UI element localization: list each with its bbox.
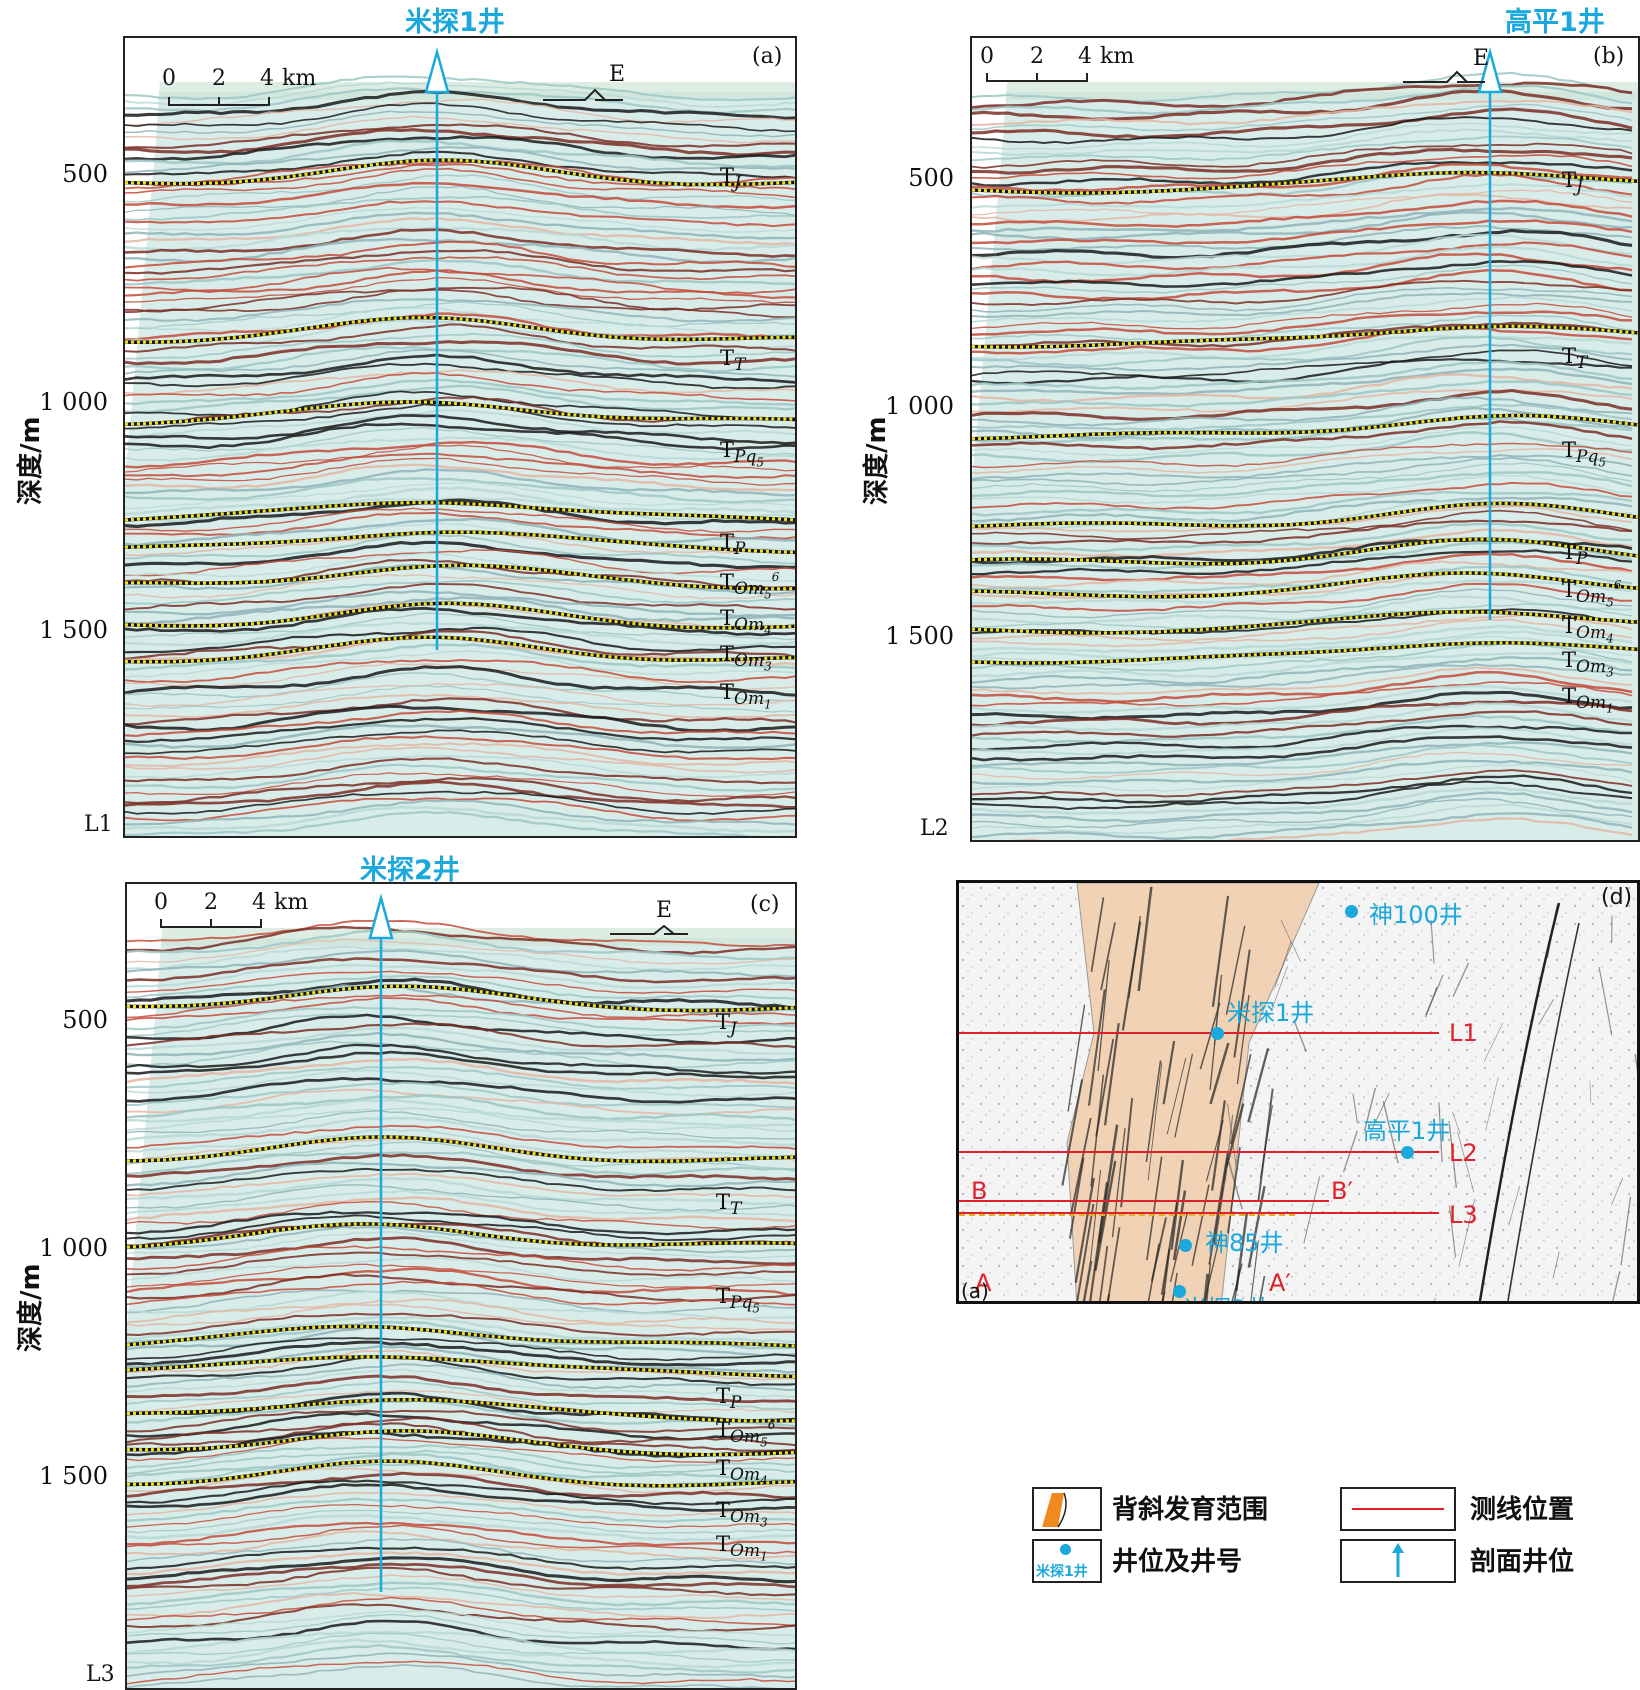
well-name-a: 米探1井	[405, 7, 505, 38]
panel-tag-b: (b)	[1593, 44, 1625, 69]
well-dot-shen85	[1179, 1239, 1192, 1252]
section-c-well-arrow	[368, 893, 394, 940]
line-id-a: L1	[84, 812, 113, 837]
legend-survey-line-swatch	[1340, 1487, 1456, 1531]
map-label-a-prime: A′	[1269, 1269, 1291, 1297]
seismic-section-a	[123, 36, 797, 838]
map-label-b: B	[971, 1177, 988, 1205]
scale-bar-b: 0 2 4 km	[980, 44, 1186, 88]
scale-bar-c: 0 2 4 km	[154, 890, 360, 934]
well-label-mitan1: 米探1井	[1227, 999, 1315, 1027]
horizon-label-tom5-6: TOm56	[1562, 578, 1622, 610]
horizon-label-tom1: TOm1	[720, 680, 772, 712]
well-label-shen100: 神100井	[1369, 901, 1463, 929]
horizon-label-tt: TT	[1562, 344, 1588, 374]
horizon-label-tom5-6: TOm56	[716, 1418, 776, 1450]
y-axis-title-c: 深度/m	[16, 1263, 46, 1352]
legend-anticline-label: 背斜发育范围	[1112, 1495, 1269, 1525]
horizon-label-tpq5: TPq5	[1562, 438, 1606, 470]
map-panel-tag: (d)	[1601, 885, 1633, 910]
horizon-label-tt: TT	[720, 346, 746, 376]
horizon-label-tt: TT	[716, 1190, 742, 1220]
line-id-c: L3	[86, 1662, 115, 1687]
horizon-label-tom5-6: TOm56	[720, 570, 780, 602]
horizon-label-tom4: TOm4	[720, 606, 772, 638]
line-id-b: L2	[920, 816, 949, 841]
direction-a: E	[543, 62, 633, 102]
map-label-l3: L3	[1449, 1201, 1478, 1229]
map-corner-tag: (a)	[961, 1279, 989, 1303]
y-tick-500-a: 500	[62, 160, 108, 188]
horizon-label-tom4: TOm4	[716, 1456, 768, 1488]
y-tick-1500-c: 1 500	[39, 1462, 108, 1490]
horizon-label-tj: TJ	[720, 164, 741, 194]
well-label-mitan2: 米探2井	[1183, 1289, 1270, 1301]
horizon-label-tom3: TOm3	[720, 642, 772, 674]
legend-section-well-swatch	[1340, 1539, 1456, 1583]
well-dot-mitan2	[1173, 1285, 1186, 1298]
direction-b: E	[1403, 46, 1493, 86]
horizon-label-tp: TP	[720, 530, 746, 560]
legend-anticline-swatch	[1032, 1487, 1102, 1531]
map-label-a: A	[975, 1269, 992, 1297]
seismic-image-c	[127, 884, 795, 1688]
horizon-label-tom3: TOm3	[1562, 648, 1614, 680]
map-image	[959, 883, 1637, 1301]
legend-section-well-label: 剖面井位	[1470, 1547, 1575, 1577]
horizon-label-tom3: TOm3	[716, 1498, 768, 1530]
y-axis-title-a: 深度/m	[16, 416, 46, 505]
attribute-map: 神100井米探1井高平1井神85井米探2井米探104井L1L2L3BB′AA′(…	[956, 880, 1640, 1304]
direction-c: E	[610, 898, 700, 938]
map-label-l2: L2	[1449, 1139, 1478, 1167]
horizon-label-tp: TP	[716, 1384, 742, 1414]
y-tick-1500-a: 1 500	[39, 616, 108, 644]
y-tick-1000-c: 1 000	[39, 1234, 108, 1262]
panel-tag-c: (c)	[750, 892, 780, 917]
y-axis-title-b: 深度/m	[862, 416, 892, 505]
horizon-label-tom1: TOm1	[1562, 684, 1614, 716]
legend-well-swatch: 米探1井	[1032, 1539, 1102, 1583]
well-label-gaoping1: 高平1井	[1363, 1117, 1451, 1145]
well-label-shen85: 神85井	[1205, 1229, 1284, 1257]
panel-tag-a: (a)	[752, 44, 783, 69]
horizon-label-tom4: TOm4	[1562, 614, 1614, 646]
well-dot-shen100	[1345, 905, 1358, 918]
seismic-image-b	[972, 38, 1638, 840]
well-dot-gaoping1	[1401, 1146, 1414, 1159]
y-tick-1000-a: 1 000	[39, 388, 108, 416]
y-tick-500-b: 500	[908, 164, 954, 192]
y-tick-500-c: 500	[62, 1006, 108, 1034]
horizon-label-tj: TJ	[1562, 168, 1583, 198]
seismic-section-b	[970, 36, 1640, 842]
seismic-image-a	[125, 38, 795, 836]
horizon-label-tpq5: TPq5	[716, 1284, 760, 1316]
y-tick-1000-b: 1 000	[885, 392, 954, 420]
legend-well-label: 井位及井号	[1112, 1547, 1243, 1577]
horizon-label-tj: TJ	[716, 1010, 737, 1040]
well-name-c: 米探2井	[360, 855, 460, 886]
seismic-section-c	[125, 882, 797, 1690]
map-label-b-prime: B′	[1331, 1177, 1353, 1205]
map-label-l1: L1	[1449, 1019, 1478, 1047]
horizon-label-tom1: TOm1	[716, 1532, 768, 1564]
horizon-label-tp: TP	[1562, 540, 1588, 570]
horizon-label-tpq5: TPq5	[720, 438, 764, 470]
y-tick-1500-b: 1 500	[885, 622, 954, 650]
section-a-well-arrow	[424, 47, 450, 94]
well-name-b: 高平1井	[1505, 7, 1605, 38]
legend-survey-line-label: 测线位置	[1470, 1495, 1575, 1525]
scale-bar-a: 0 2 4 km	[162, 66, 368, 110]
well-dot-mitan1	[1211, 1027, 1224, 1040]
